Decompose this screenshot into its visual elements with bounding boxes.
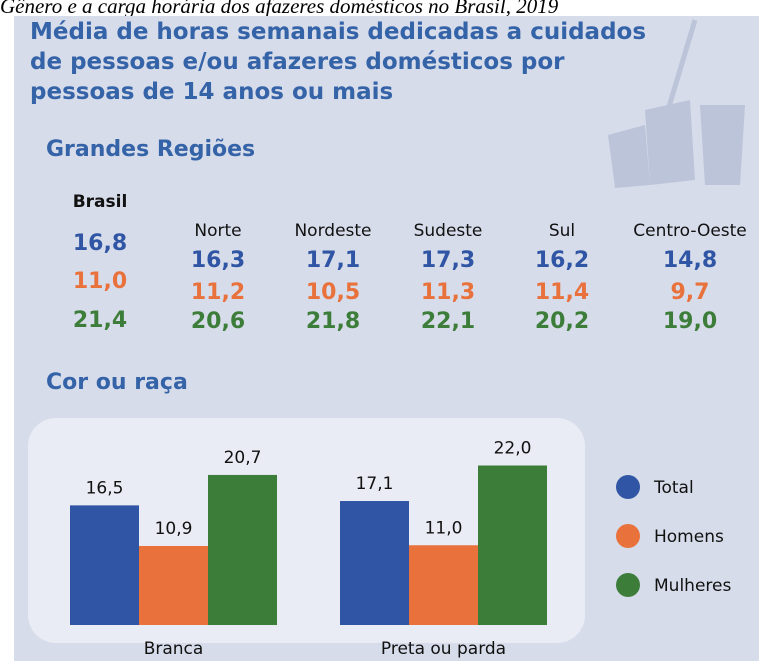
- region-value: 16,3: [191, 248, 245, 273]
- caption: Gênero e a carga horária dos afazeres do…: [0, 0, 559, 18]
- region-name: Sul: [549, 221, 575, 241]
- x-tick-label: Branca: [144, 639, 204, 659]
- region-value: 21,8: [306, 309, 360, 334]
- region-name: Brasil: [73, 192, 128, 212]
- region-value: 22,1: [421, 309, 475, 334]
- region-name: Nordeste: [294, 221, 371, 241]
- region-value: 17,1: [306, 248, 360, 273]
- value-label: 22,0: [494, 439, 532, 459]
- bar: [208, 475, 277, 625]
- region-value: 11,4: [535, 280, 589, 305]
- section-heading: Grandes Regiões: [46, 137, 255, 162]
- region-value: 20,6: [191, 309, 245, 334]
- value-label: 17,1: [356, 474, 394, 494]
- legend-label: Total: [653, 478, 694, 498]
- title-line: de pessoas e/ou afazeres domésticos por: [30, 49, 565, 75]
- region-name: Norte: [194, 221, 241, 241]
- title-line: Média de horas semanais dedicadas a cuid…: [30, 19, 646, 45]
- region-value: 16,8: [73, 231, 127, 256]
- region-name: Sudeste: [414, 221, 483, 241]
- region-value: 20,2: [535, 309, 589, 334]
- value-label: 11,0: [425, 518, 463, 538]
- region-value: 21,4: [73, 308, 127, 333]
- legend-swatch: [616, 475, 640, 499]
- bar: [70, 505, 139, 625]
- bar: [139, 546, 208, 625]
- section-heading: Cor ou raça: [46, 370, 188, 395]
- value-label: 10,9: [155, 519, 193, 539]
- region-value: 17,3: [421, 248, 475, 273]
- region-value: 9,7: [671, 280, 710, 305]
- bar: [340, 501, 409, 625]
- region-value: 11,3: [421, 280, 475, 305]
- region-value: 16,2: [535, 248, 589, 273]
- region-value: 19,0: [663, 309, 717, 334]
- infographic: Gênero e a carga horária dos afazeres do…: [0, 0, 759, 661]
- x-tick-label: Preta ou parda: [381, 639, 506, 659]
- region-value: 11,2: [191, 280, 245, 305]
- region-value: 10,5: [306, 280, 360, 305]
- bar: [478, 466, 547, 626]
- region-value: 14,8: [663, 248, 717, 273]
- value-label: 16,5: [86, 478, 124, 498]
- bar: [409, 545, 478, 625]
- value-label: 20,7: [224, 448, 262, 468]
- title-line: pessoas de 14 anos ou mais: [30, 79, 393, 105]
- legend-label: Homens: [654, 527, 724, 547]
- region-name: Centro-Oeste: [633, 221, 747, 241]
- region-value: 11,0: [73, 269, 127, 294]
- legend-label: Mulheres: [654, 576, 731, 596]
- legend-swatch: [616, 524, 640, 548]
- legend-swatch: [616, 573, 640, 597]
